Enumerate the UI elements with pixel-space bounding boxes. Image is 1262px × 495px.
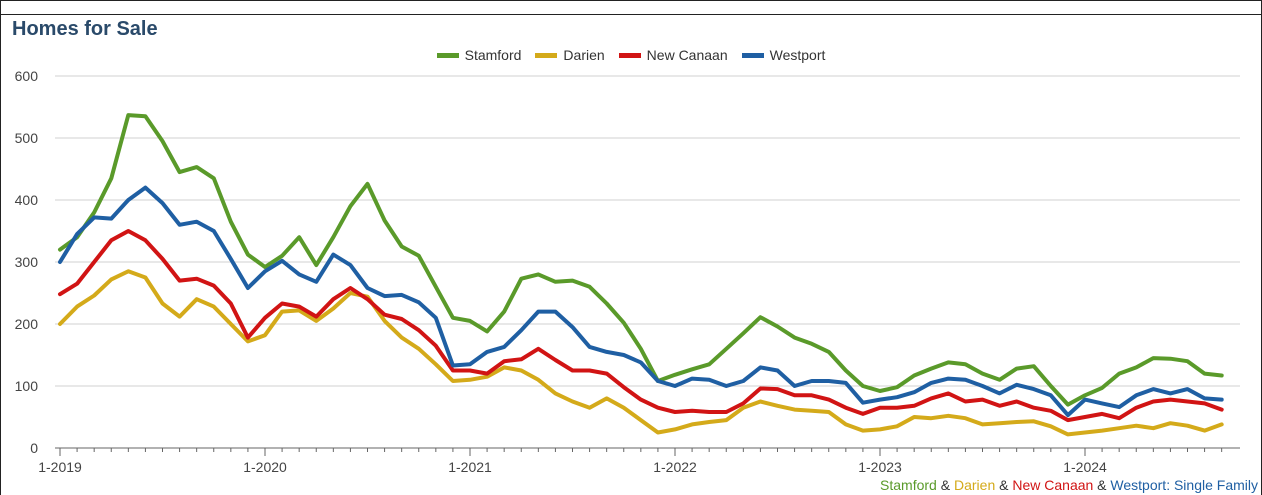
- legend-label: Darien: [563, 47, 605, 63]
- y-tick-label: 0: [30, 440, 38, 456]
- series-line-new-canaan: [58, 229, 1224, 423]
- legend-item-stamford[interactable]: Stamford: [436, 47, 522, 63]
- series-line-westport: [58, 185, 1224, 418]
- footer-part: &: [936, 477, 954, 493]
- series-line-darien: [58, 269, 1224, 437]
- y-tick-label: 400: [15, 192, 39, 208]
- legend-item-new-canaan[interactable]: New Canaan: [618, 47, 728, 63]
- legend-label: New Canaan: [646, 47, 728, 63]
- footer-caption: Stamford & Darien & New Canaan & Westpor…: [880, 477, 1258, 493]
- top-border: [0, 14, 1262, 15]
- footer-part: Darien: [953, 477, 996, 493]
- footer-part: &: [1093, 477, 1111, 493]
- x-tick-label: 1-2024: [1063, 459, 1107, 475]
- x-tick-label: 1-2020: [243, 459, 287, 475]
- legend-swatch: [618, 52, 641, 58]
- legend-swatch: [741, 52, 764, 58]
- y-tick-label: 200: [15, 316, 39, 332]
- legend-label: Westport: [769, 47, 826, 63]
- footer-part: Stamford: [880, 477, 937, 493]
- y-tick-label: 300: [15, 254, 39, 270]
- legend-label: Stamford: [464, 47, 522, 63]
- y-tick-label: 500: [15, 130, 39, 146]
- x-tick-label: 1-2023: [858, 459, 902, 475]
- footer-part: New Canaan: [1012, 477, 1094, 493]
- footer-part: Westport: [1110, 477, 1167, 493]
- legend: Stamford Darien New Canaan Westport: [0, 47, 1262, 63]
- footer-part: : Single Family: [1166, 477, 1258, 493]
- legend-item-darien[interactable]: Darien: [535, 47, 605, 63]
- legend-swatch: [535, 52, 558, 58]
- series-line-stamford: [58, 113, 1224, 407]
- legend-item-westport[interactable]: Westport: [741, 47, 826, 63]
- x-tick-label: 1-2019: [38, 459, 82, 475]
- y-tick-label: 100: [15, 378, 39, 394]
- y-tick-label: 600: [15, 68, 39, 84]
- x-tick-label: 1-2021: [448, 459, 492, 475]
- chart-title: Homes for Sale: [12, 18, 158, 40]
- footer-part: &: [995, 477, 1013, 493]
- x-tick-label: 1-2022: [653, 459, 697, 475]
- legend-swatch: [436, 52, 459, 58]
